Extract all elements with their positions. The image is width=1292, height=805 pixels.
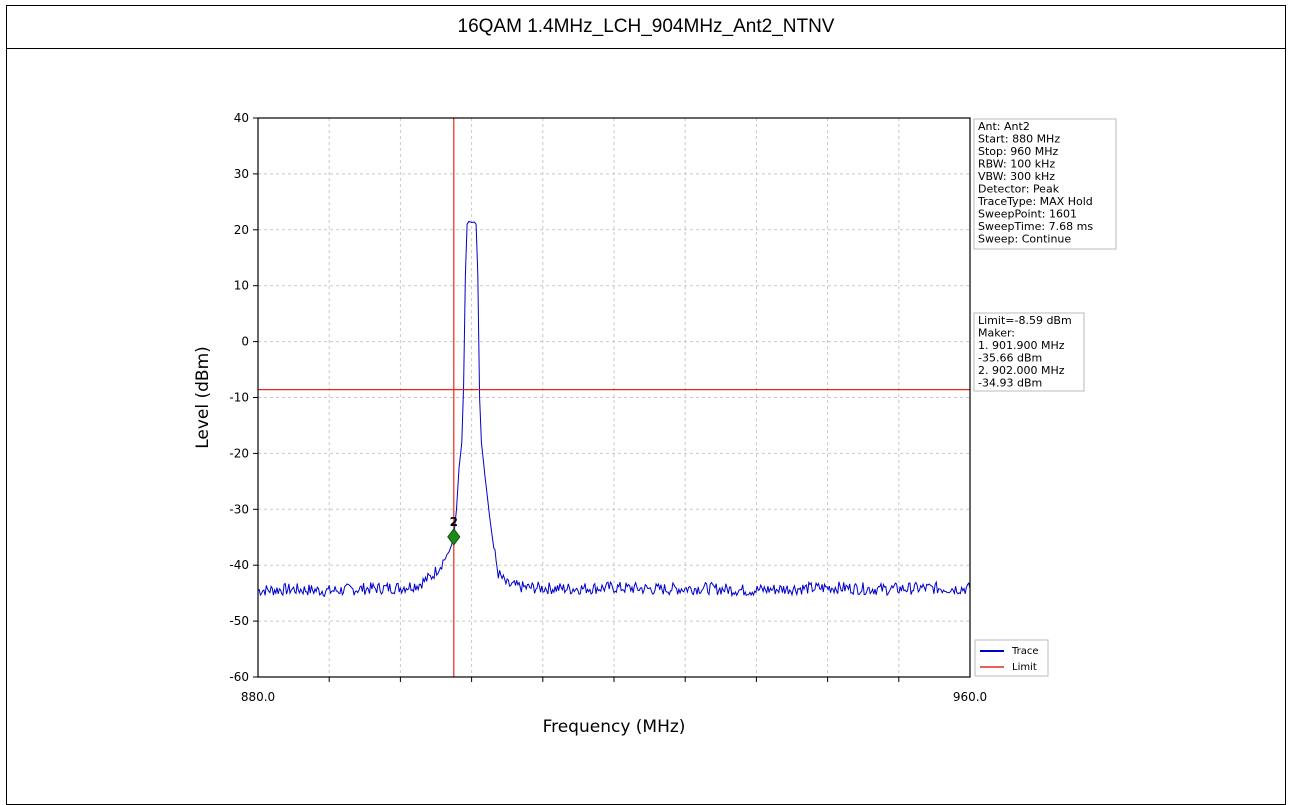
limit-line-text: Limit=-8.59 dBm <box>978 314 1072 327</box>
marker-label: 2 <box>450 515 458 529</box>
info-line: Sweep: Continue <box>978 233 1071 246</box>
info-line: RBW: 100 kHz <box>978 158 1055 171</box>
info-line: Start: 880 MHz <box>978 133 1060 146</box>
x-axis-label: Frequency (MHz) <box>543 717 686 737</box>
limit-line-text: Maker: <box>978 327 1015 340</box>
limit-line-text: 2. 902.000 MHz <box>978 364 1065 377</box>
marker-diamond <box>447 528 461 546</box>
y-tick-label: -50 <box>229 614 249 628</box>
info-line: SweepTime: 7.68 ms <box>978 220 1093 233</box>
legend-limit-label: Limit <box>1012 662 1037 673</box>
y-tick-label: 0 <box>241 335 249 349</box>
y-tick-label: -60 <box>229 670 249 684</box>
y-tick-label: 30 <box>234 167 249 181</box>
x-tick-label: 960.0 <box>953 690 987 704</box>
y-tick-label: -30 <box>229 502 249 516</box>
info-line: TraceType: MAX Hold <box>977 195 1093 208</box>
y-tick-label: 10 <box>234 279 249 293</box>
y-axis-label: Level (dBm) <box>193 346 213 449</box>
limit-line-text: -35.66 dBm <box>978 352 1042 365</box>
chart-title: 16QAM 1.4MHz_LCH_904MHz_Ant2_NTNV <box>7 6 1285 49</box>
plot-frame <box>257 117 971 678</box>
info-line: SweepPoint: 1601 <box>978 208 1077 221</box>
y-tick-label: 40 <box>234 111 249 125</box>
legend-box <box>974 639 1049 677</box>
y-tick-label: 20 <box>234 223 249 237</box>
info-box <box>973 118 1117 250</box>
y-tick-label: -40 <box>229 558 249 572</box>
y-tick-label: -20 <box>229 446 249 460</box>
y-tick-label: -10 <box>229 391 249 405</box>
limit-line-text: -34.93 dBm <box>978 377 1042 390</box>
legend-trace-label: Trace <box>1011 646 1039 657</box>
info-line: Stop: 960 MHz <box>978 145 1058 158</box>
limit-line-text: 1. 901.900 MHz <box>978 339 1065 352</box>
trace-line <box>257 220 971 598</box>
info-line: Ant: Ant2 <box>978 120 1030 133</box>
info-line: Detector: Peak <box>978 183 1060 196</box>
limit-box <box>973 312 1085 392</box>
x-tick-label: 880.0 <box>241 690 275 704</box>
info-line: VBW: 300 kHz <box>978 170 1055 183</box>
